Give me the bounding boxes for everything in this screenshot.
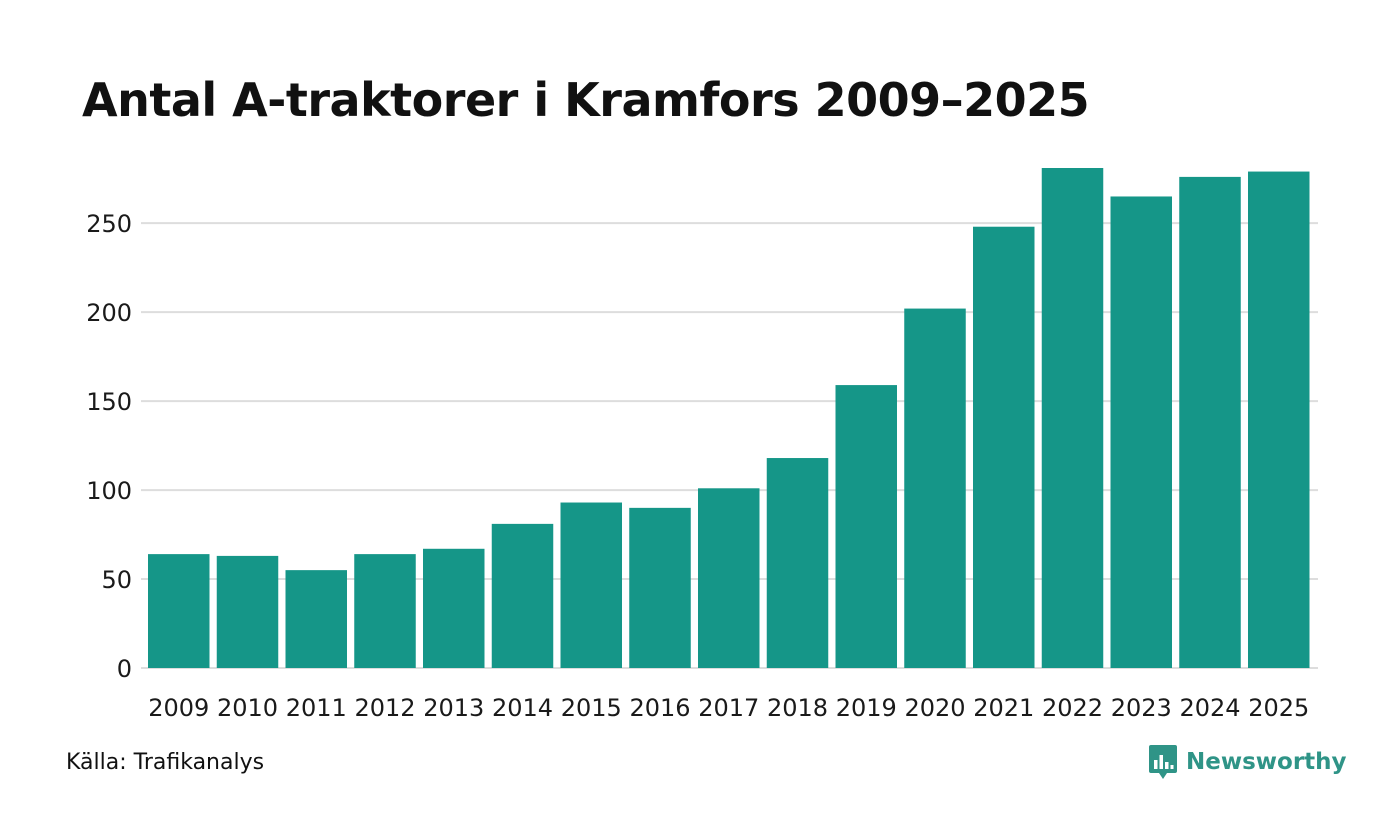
x-tick-label: 2009	[148, 694, 209, 722]
y-tick-label: 250	[86, 210, 132, 238]
x-tick-label: 2012	[354, 694, 415, 722]
bar-2025	[1248, 171, 1310, 668]
bar-2009	[148, 554, 210, 668]
x-tick-label: 2020	[904, 694, 965, 722]
bar-2023	[1110, 196, 1172, 668]
x-tick-label: 2015	[561, 694, 622, 722]
x-tick-label: 2023	[1111, 694, 1172, 722]
x-tick-label: 2019	[836, 694, 897, 722]
bar-2022	[1041, 168, 1104, 668]
x-tick-label: 2011	[286, 694, 347, 722]
bar-2024	[1179, 176, 1241, 668]
x-tick-label: 2014	[492, 694, 553, 722]
bar-2010	[216, 555, 279, 668]
bar-2021	[973, 226, 1035, 668]
brand-name: Newsworthy	[1186, 749, 1347, 775]
bar-2020	[904, 308, 966, 668]
bar-2013	[423, 548, 485, 668]
x-tick-label: 2021	[973, 694, 1034, 722]
newsworthy-logo-icon	[1149, 745, 1177, 779]
y-tick-label: 50	[101, 566, 132, 594]
x-tick-label: 2018	[767, 694, 828, 722]
bar-2017	[698, 488, 760, 668]
bar-2011	[285, 570, 347, 668]
bar-2019	[835, 385, 897, 668]
bars	[148, 168, 1310, 668]
x-tick-label: 2016	[629, 694, 690, 722]
x-tick-label: 2022	[1042, 694, 1103, 722]
bar-2018	[766, 458, 829, 668]
x-tick-label: 2013	[423, 694, 484, 722]
bar-2012	[354, 554, 416, 668]
x-tick-label: 2017	[698, 694, 759, 722]
x-tick-label: 2010	[217, 694, 278, 722]
chart-title: Antal A-traktorer i Kramfors 2009–2025	[82, 73, 1090, 127]
bar-2015	[560, 502, 622, 668]
source-note: Källa: Trafikanalys	[66, 750, 265, 775]
y-tick-label: 100	[86, 477, 132, 505]
y-tick-label: 150	[86, 388, 132, 416]
y-tick-label: 0	[117, 655, 132, 683]
x-tick-label: 2025	[1248, 694, 1309, 722]
x-tick-label: 2024	[1179, 694, 1240, 722]
y-axis-ticks: 0 50 100 150 200 250	[86, 210, 132, 683]
bar-2014	[491, 523, 554, 668]
bar-2016	[629, 507, 691, 668]
y-tick-label: 200	[86, 299, 132, 327]
brand-logo: Newsworthy	[1148, 742, 1347, 782]
x-axis-ticks: 2009 2010 2011 2012 2013 2014 2015 2016 2017 2018…	[148, 694, 1309, 722]
